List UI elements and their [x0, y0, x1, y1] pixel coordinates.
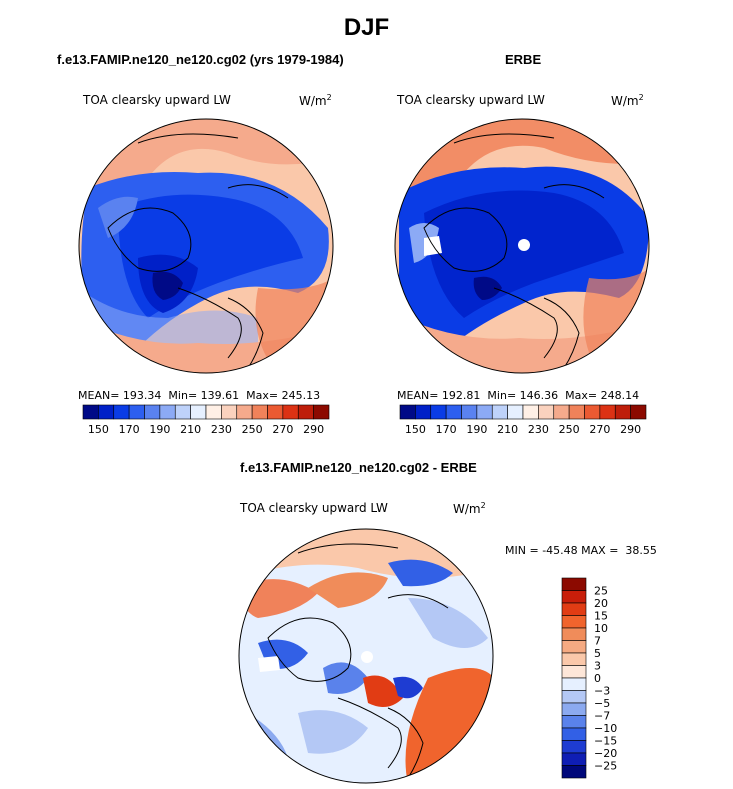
panel-3-colorbar-swatch — [561, 665, 587, 679]
panel-3-colorbar-swatch — [561, 640, 587, 654]
panel-3-colorbar-swatch — [561, 677, 587, 691]
panel-3-colorbar-label: −3 — [594, 685, 610, 698]
panel-1-colorbar-swatch — [297, 404, 314, 420]
panel-2-colorbar: 150 170 190 210 230 250 270 290 — [399, 404, 647, 436]
panel-2-colorbar-label: 150 — [405, 423, 426, 436]
panel-3-colorbar-swatch — [561, 740, 587, 754]
panel-3-colorbar-swatch — [561, 652, 587, 666]
panel-2-colorbar-swatch — [630, 404, 647, 420]
panel-1-colorbar-swatch — [221, 404, 238, 420]
panel-3-colorbar-label: 0 — [594, 672, 601, 685]
panel-3-colorbar-swatch — [561, 690, 587, 704]
panel-2-colorbar-label: 290 — [620, 423, 641, 436]
panel-3-units: W/m2 — [453, 501, 486, 516]
panel-2-units: W/m2 — [611, 93, 644, 108]
panel-3-colorbar-swatch — [561, 715, 587, 729]
panel-2-colorbar-swatch — [522, 404, 539, 420]
panel-1-colorbar-swatch — [236, 404, 253, 420]
panel-1-colorbar-swatch — [174, 404, 191, 420]
panel-2-variable: TOA clearsky upward LW — [397, 93, 545, 107]
panel-1-colorbar-label: 290 — [303, 423, 324, 436]
panel-2-colorbar-swatch — [445, 404, 462, 420]
panel-3-colorbar-label: 7 — [594, 635, 601, 648]
panel-2-colorbar-swatch — [538, 404, 555, 420]
panel-3-colorbar-swatch — [561, 765, 587, 779]
panel-2-colorbar-label: 250 — [559, 423, 580, 436]
panel-1-colorbar-swatch — [190, 404, 207, 420]
panel-2-title: ERBE — [505, 52, 542, 67]
panel-1-colorbar-swatch — [251, 404, 268, 420]
panel-1-colorbar-swatch — [267, 404, 284, 420]
panel-1-colorbar-label: 170 — [119, 423, 140, 436]
panel-2-colorbar-swatch — [461, 404, 478, 420]
panel-3-colorbar-label: −25 — [594, 760, 617, 773]
panel-3-map — [238, 528, 494, 784]
panel-2-colorbar-swatch — [568, 404, 585, 420]
panel-2-colorbar-label: 170 — [436, 423, 457, 436]
panel-1-colorbar-swatch — [113, 404, 130, 420]
panel-3-colorbar-label: −5 — [594, 697, 610, 710]
panel-3-colorbar-swatch — [561, 590, 587, 604]
panel-3-colorbar-swatch — [561, 702, 587, 716]
panel-3-colorbar-label: 10 — [594, 622, 608, 635]
panel-2-colorbar-swatch — [491, 404, 508, 420]
panel-1-colorbar-swatch — [159, 404, 176, 420]
panel-3-colorbar-swatch — [561, 627, 587, 641]
panel-3-colorbar-label: −20 — [594, 747, 617, 760]
panel-3-colorbar-label: 20 — [594, 597, 608, 610]
panel-2-colorbar-swatch — [415, 404, 432, 420]
panel-1-colorbar-label: 250 — [242, 423, 263, 436]
panel-2-colorbar-label: 190 — [466, 423, 487, 436]
panel-2-colorbar-label: 210 — [497, 423, 518, 436]
panel-2-colorbar-swatch — [599, 404, 616, 420]
panel-2-stats: MEAN= 192.81 Min= 146.36 Max= 248.14 — [397, 389, 640, 402]
panel-1-colorbar-label: 150 — [88, 423, 109, 436]
panel-3-colorbar-swatch — [561, 752, 587, 766]
panel-2-colorbar-label: 230 — [528, 423, 549, 436]
panel-3-colorbar-label: 5 — [594, 647, 601, 660]
panel-2-colorbar-swatch — [476, 404, 493, 420]
panel-1-map — [78, 118, 334, 374]
panel-3-colorbar-swatch — [561, 615, 587, 629]
panel-2-colorbar-swatch — [614, 404, 631, 420]
panel-2-colorbar-swatch — [399, 404, 416, 420]
panel-1-colorbar-label: 190 — [149, 423, 170, 436]
panel-1-colorbar-swatch — [282, 404, 299, 420]
panel-1-colorbar-swatch — [144, 404, 161, 420]
panel-3-colorbar-swatch — [561, 577, 587, 591]
panel-3-colorbar-label: −7 — [594, 710, 610, 723]
panel-1-colorbar-label: 270 — [272, 423, 293, 436]
panel-2-colorbar-swatch — [507, 404, 524, 420]
panel-1-colorbar-swatch — [98, 404, 115, 420]
panel-3-colorbar-label: −15 — [594, 735, 617, 748]
panel-3-colorbar-label: 25 — [594, 585, 608, 598]
panel-3-colorbar-swatch — [561, 727, 587, 741]
panel-1-title: f.e13.FAMIP.ne120_ne120.cg02 (yrs 1979-1… — [57, 52, 344, 67]
panel-3-colorbar-label: −10 — [594, 722, 617, 735]
panel-1-colorbar-label: 210 — [180, 423, 201, 436]
panel-1-variable: TOA clearsky upward LW — [83, 93, 231, 107]
panel-2-colorbar-label: 270 — [589, 423, 610, 436]
panel-1-units: W/m2 — [299, 93, 332, 108]
panel-1-colorbar-swatch — [205, 404, 222, 420]
panel-1-colorbar-swatch — [128, 404, 145, 420]
panel-2-colorbar-swatch — [430, 404, 447, 420]
panel-1-colorbar-label: 230 — [211, 423, 232, 436]
panel-3-title: f.e13.FAMIP.ne120_ne120.cg02 - ERBE — [240, 460, 477, 475]
panel-3-colorbar-label: 15 — [594, 610, 608, 623]
panel-3-colorbar-swatch — [561, 602, 587, 616]
panel-3-stats: MIN = -45.48 MAX = 38.55 — [505, 544, 657, 557]
panel-1-colorbar-swatch — [313, 404, 330, 420]
panel-2-map — [394, 118, 650, 374]
panel-2-colorbar-swatch — [584, 404, 601, 420]
panel-3-variable: TOA clearsky upward LW — [240, 501, 388, 515]
panel-1-stats: MEAN= 193.34 Min= 139.61 Max= 245.13 — [78, 389, 321, 402]
panel-2-colorbar-swatch — [553, 404, 570, 420]
page-title: DJF — [343, 14, 390, 41]
panel-1-colorbar: 150 170 190 210 230 250 270 290 — [82, 404, 330, 436]
panel-1-colorbar-swatch — [82, 404, 99, 420]
panel-3-colorbar-label: 3 — [594, 660, 601, 673]
